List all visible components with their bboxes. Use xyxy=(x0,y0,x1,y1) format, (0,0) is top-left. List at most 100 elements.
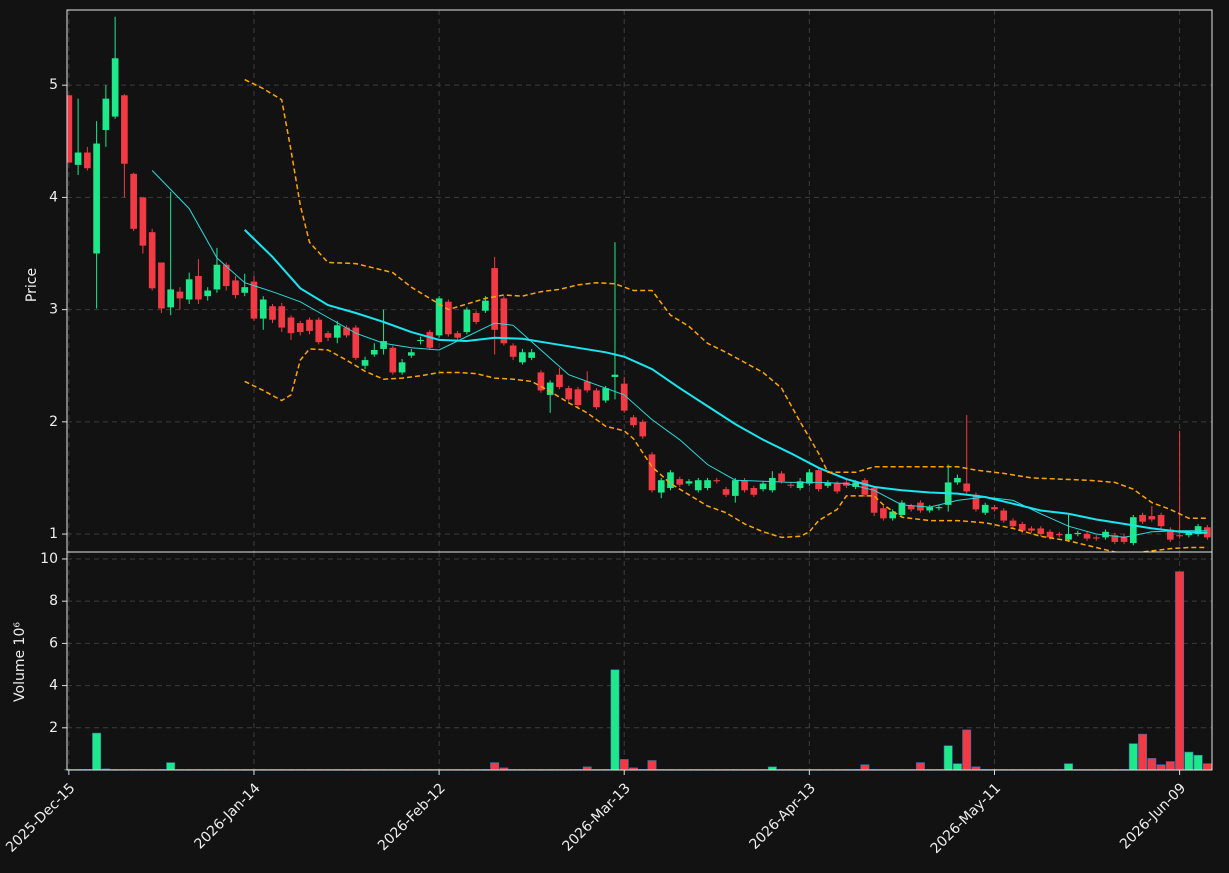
candle-body xyxy=(389,347,397,373)
candle-body xyxy=(731,480,739,496)
candle-body xyxy=(1102,531,1109,538)
candle-body xyxy=(435,298,443,336)
candle-body xyxy=(750,488,758,495)
candle-body xyxy=(963,483,971,492)
candle-body xyxy=(574,389,582,405)
candle-body xyxy=(259,299,267,319)
candle-body xyxy=(148,232,156,289)
candle-body xyxy=(935,507,943,509)
y-tick-label: 10 xyxy=(40,551,58,567)
indicator-line xyxy=(244,348,1208,552)
candle-body xyxy=(898,502,906,515)
candle-body xyxy=(972,494,980,510)
candle-body xyxy=(537,372,545,391)
candle-body xyxy=(1185,532,1193,536)
candle-body xyxy=(408,352,415,356)
candle-body xyxy=(648,454,656,491)
candle-body xyxy=(232,280,239,296)
y-tick-label: 8 xyxy=(49,593,58,609)
candle-body xyxy=(454,333,461,338)
candle-body xyxy=(139,197,147,246)
candle-body xyxy=(954,477,961,483)
candle-body xyxy=(222,264,230,287)
candle-body xyxy=(1176,535,1183,537)
candle-body xyxy=(111,58,119,117)
candle-body xyxy=(1009,520,1017,527)
candle-body xyxy=(593,390,600,408)
candle-body xyxy=(204,290,212,297)
candle-body xyxy=(1000,510,1008,521)
candle-body xyxy=(620,383,628,411)
y-tick-label: 6 xyxy=(49,635,58,651)
volume-bar xyxy=(610,669,620,771)
candle-body xyxy=(787,484,795,486)
y-tick-label: 2 xyxy=(49,720,58,736)
volume-panel-frame xyxy=(66,551,1213,771)
y-tick-label: 5 xyxy=(49,77,58,93)
candle-body xyxy=(1148,516,1156,520)
candle-body xyxy=(352,327,360,358)
candle-body xyxy=(269,306,276,320)
volume-bar xyxy=(1175,571,1185,771)
candle-body xyxy=(167,289,175,308)
candle-body xyxy=(398,362,406,373)
candle-body xyxy=(611,374,619,377)
volume-bar xyxy=(1138,733,1148,771)
candle-body xyxy=(907,505,915,510)
candle-body xyxy=(1083,534,1091,539)
candle-body xyxy=(472,312,480,322)
candle-body xyxy=(213,264,221,290)
candle-body xyxy=(241,287,249,293)
candle-body xyxy=(880,508,887,519)
candle-body xyxy=(1037,528,1045,535)
candle-body xyxy=(1028,528,1035,531)
candle-body xyxy=(583,381,591,391)
candle-body xyxy=(93,143,100,254)
candle-body xyxy=(315,319,323,343)
candle-body xyxy=(667,472,674,489)
candle-body xyxy=(176,291,184,299)
candle-body xyxy=(1139,514,1146,522)
candle-body xyxy=(657,480,665,493)
candle-body xyxy=(806,472,813,484)
volume-bar xyxy=(166,762,176,771)
candle-body xyxy=(565,388,573,400)
candle-body xyxy=(491,268,498,330)
candle-body xyxy=(306,319,313,331)
candles xyxy=(67,16,1211,552)
candle-body xyxy=(1065,534,1072,540)
candle-body xyxy=(130,173,137,229)
indicator-line xyxy=(151,170,1208,538)
volume-bar xyxy=(962,729,972,771)
candle-body xyxy=(195,275,202,300)
candle-body xyxy=(482,300,489,311)
candle-body xyxy=(287,317,295,334)
candle-body xyxy=(1120,536,1128,542)
price-axis-label: Price xyxy=(24,268,40,302)
candle-body xyxy=(463,309,471,333)
y-tick-label: 4 xyxy=(49,189,58,205)
candle-body xyxy=(121,95,128,164)
candle-body xyxy=(796,481,804,489)
candle-body xyxy=(676,479,684,485)
candle-body xyxy=(426,332,434,348)
volume-bar xyxy=(1202,763,1212,771)
candle-body xyxy=(556,374,563,388)
candle-body xyxy=(1018,523,1026,531)
volume-bar xyxy=(1064,763,1073,771)
candle-body xyxy=(870,488,878,513)
volume-axis-label: Volume 10⁶ xyxy=(12,622,28,702)
candle-body xyxy=(519,352,526,363)
indicator-line xyxy=(244,229,1208,534)
volume-bar xyxy=(490,762,500,771)
candle-body xyxy=(1111,535,1119,542)
candle-body xyxy=(361,360,369,366)
volume-bar xyxy=(1193,754,1203,771)
candle-body xyxy=(1092,537,1100,539)
candle-body xyxy=(84,152,91,169)
candle-body xyxy=(722,489,730,495)
candle-body xyxy=(843,482,850,486)
candle-body xyxy=(278,306,286,328)
candle-body xyxy=(926,507,934,511)
candle-body xyxy=(694,480,702,491)
